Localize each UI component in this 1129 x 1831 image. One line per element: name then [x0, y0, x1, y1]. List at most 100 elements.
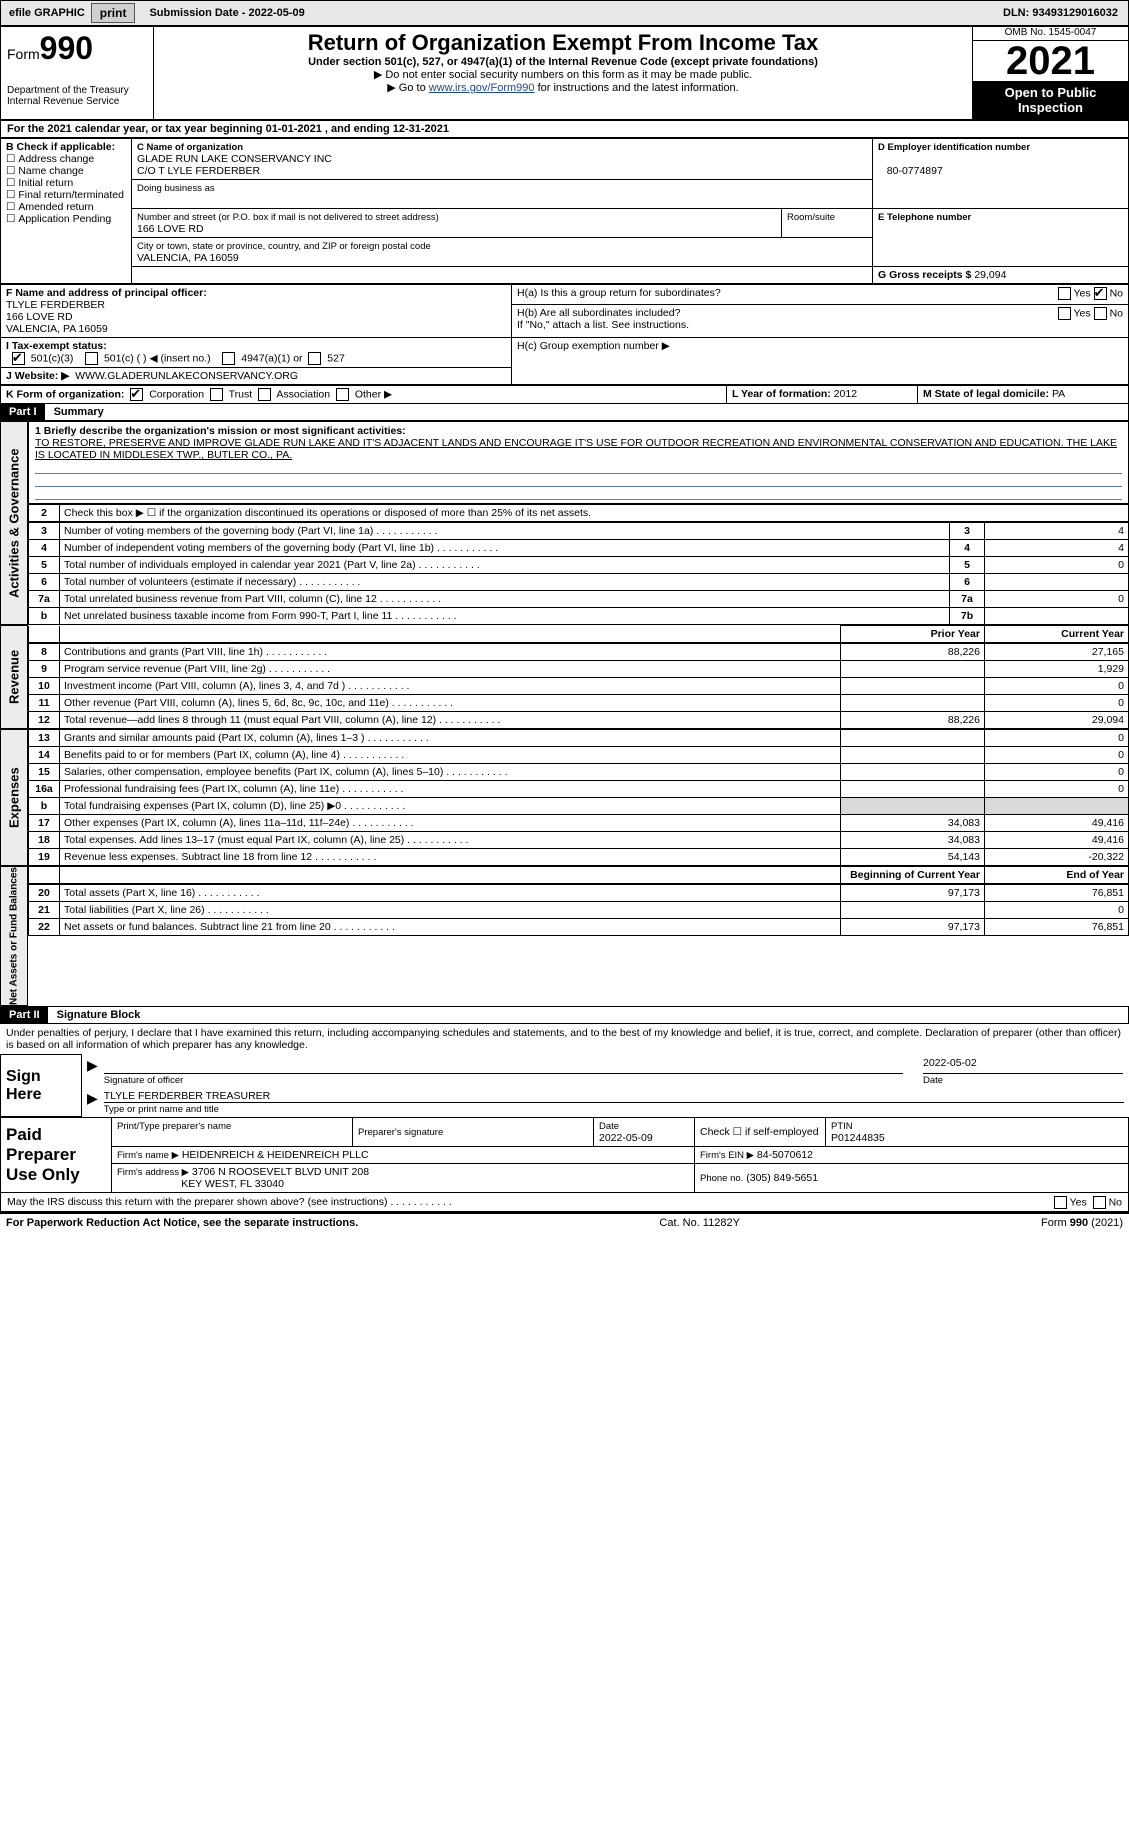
firm-addr: 3706 N ROOSEVELT BLVD UNIT 208 — [192, 1166, 369, 1178]
note2-post: for instructions and the latest informat… — [535, 82, 739, 94]
line-box: 6 — [950, 574, 985, 591]
part2-header: Part II — [1, 1007, 48, 1023]
chk-amend[interactable]: ☐ — [6, 201, 18, 213]
hb-label: H(b) Are all subordinates included? — [517, 307, 680, 319]
chk-4947[interactable] — [222, 352, 235, 365]
line-text: Net unrelated business taxable income fr… — [60, 608, 950, 625]
note-1: ▶ Do not enter social security numbers o… — [160, 68, 966, 81]
section-c-addr: Number and street (or P.O. box if mail i… — [132, 209, 782, 238]
chk-init[interactable]: ☐ — [6, 177, 18, 189]
may-irs-row: May the IRS discuss this return with the… — [0, 1193, 1129, 1212]
form-word: Form — [7, 46, 40, 62]
prior-val — [841, 747, 985, 764]
net-header: Beginning of Current YearEnd of Year — [28, 866, 1129, 884]
curr-val: 1,929 — [985, 661, 1129, 678]
ha-no[interactable] — [1094, 287, 1107, 300]
prior-val: 88,226 — [841, 712, 985, 729]
vert-expenses: Expenses — [0, 729, 28, 866]
section-c-city: City or town, state or province, country… — [132, 238, 873, 267]
prior-val — [841, 781, 985, 798]
irs-yes[interactable] — [1054, 1196, 1067, 1209]
chk-501c[interactable] — [85, 352, 98, 365]
print-button[interactable]: print — [91, 3, 136, 23]
curr-val: 27,165 — [985, 644, 1129, 661]
chk-corp[interactable] — [130, 388, 143, 401]
date-label: Date — [923, 1075, 943, 1086]
curr-val: 0 — [985, 764, 1129, 781]
paid-preparer-label: Paid Preparer Use Only — [1, 1118, 112, 1193]
sig-date: 2022-05-02 — [923, 1057, 1123, 1074]
prior-val — [841, 678, 985, 695]
curr-val: 0 — [985, 902, 1129, 919]
footer-form-num: 990 — [1070, 1217, 1088, 1229]
tax-year: 2021 — [973, 41, 1128, 81]
hb-no[interactable] — [1094, 307, 1107, 320]
line-text: Total unrelated business revenue from Pa… — [60, 591, 950, 608]
self-emp-check: Check ☐ if self-employed — [695, 1118, 826, 1147]
b-name: Name change — [18, 165, 83, 177]
form-title: Return of Organization Exempt From Incom… — [160, 30, 966, 56]
curr-val: 0 — [985, 695, 1129, 712]
opt-527: 527 — [327, 352, 345, 364]
line-num: 11 — [29, 695, 60, 712]
prior-val: 97,173 — [841, 919, 985, 936]
form-subtitle: Under section 501(c), 527, or 4947(a)(1)… — [160, 56, 966, 68]
dept-label: Department of the Treasury Internal Reve… — [7, 85, 147, 107]
line-num: 7a — [29, 591, 60, 608]
chk-527[interactable] — [308, 352, 321, 365]
chk-trust[interactable] — [210, 388, 223, 401]
chk-501c3[interactable] — [12, 352, 25, 365]
prep-date: 2022-05-09 — [599, 1132, 653, 1144]
state-domicile: PA — [1052, 388, 1065, 400]
ptin-label: PTIN — [831, 1121, 853, 1132]
line-val — [985, 608, 1129, 625]
irs-link[interactable]: www.irs.gov/Form990 — [429, 82, 535, 94]
year-formation: 2012 — [834, 388, 857, 400]
website-value: WWW.GLADERUNLAKECONSERVANCY.ORG — [75, 370, 298, 382]
line-text: Total expenses. Add lines 13–17 (must eq… — [60, 832, 841, 849]
e-label: E Telephone number — [878, 212, 971, 223]
opt-4947: 4947(a)(1) or — [241, 352, 302, 364]
prep-date-label: Date — [599, 1121, 619, 1132]
dln-number: DLN: 93493129016032 — [1003, 7, 1126, 19]
ha-yes[interactable] — [1058, 287, 1071, 300]
f-label: F Name and address of principal officer: — [6, 287, 207, 299]
prep-sig-label: Preparer's signature — [358, 1127, 443, 1138]
line-num: 21 — [29, 902, 60, 919]
footer-year: 2021 — [1095, 1217, 1119, 1229]
sign-here-label: Sign Here — [1, 1055, 82, 1117]
col-curr: Current Year — [985, 626, 1129, 643]
prior-val — [841, 764, 985, 781]
chk-final[interactable]: ☐ — [6, 189, 18, 201]
l-label: L Year of formation: — [732, 388, 831, 400]
line-num: 15 — [29, 764, 60, 781]
b-init: Initial return — [18, 177, 73, 189]
line-num: b — [29, 798, 60, 815]
irs-no[interactable] — [1093, 1196, 1106, 1209]
chk-other[interactable] — [336, 388, 349, 401]
g-label: G Gross receipts $ — [878, 269, 971, 281]
addr-label: Number and street (or P.O. box if mail i… — [137, 212, 439, 223]
addr-value: 166 LOVE RD — [137, 223, 204, 235]
exp-table: 13 Grants and similar amounts paid (Part… — [28, 729, 1129, 866]
opt-501c: 501(c) ( ) ◀ (insert no.) — [104, 352, 211, 364]
section-h-c: H(c) Group exemption number ▶ — [512, 338, 1129, 385]
chk-name[interactable]: ☐ — [6, 165, 18, 177]
line-num: 12 — [29, 712, 60, 729]
hb-yes[interactable] — [1058, 307, 1071, 320]
chk-assoc[interactable] — [258, 388, 271, 401]
chk-addr[interactable]: ☐ — [6, 153, 18, 165]
prior-val — [841, 730, 985, 747]
city-label: City or town, state or province, country… — [137, 241, 431, 252]
curr-val: -20,322 — [985, 849, 1129, 866]
footer-notice: For Paperwork Reduction Act Notice, see … — [6, 1217, 358, 1229]
line-text: Total fundraising expenses (Part IX, col… — [60, 798, 841, 815]
line-text: Program service revenue (Part VIII, line… — [60, 661, 841, 678]
curr-val: 0 — [985, 781, 1129, 798]
opt-501c3: 501(c)(3) — [31, 352, 74, 364]
firm-city: KEY WEST, FL 33040 — [181, 1178, 284, 1190]
line-num: 18 — [29, 832, 60, 849]
chk-app[interactable]: ☐ — [6, 213, 18, 225]
line-text: Net assets or fund balances. Subtract li… — [60, 919, 841, 936]
line-text: Contributions and grants (Part VIII, lin… — [60, 644, 841, 661]
